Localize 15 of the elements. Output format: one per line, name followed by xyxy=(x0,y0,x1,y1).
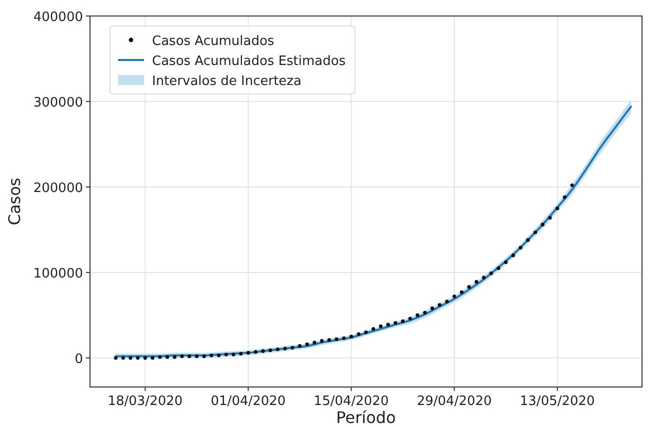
y-tick-label: 200000 xyxy=(33,180,83,196)
x-tick-label: 13/05/2020 xyxy=(520,394,595,409)
x-axis-title: Período xyxy=(336,408,396,427)
y-axis-title: Casos xyxy=(5,178,24,226)
y-tick-label: 400000 xyxy=(33,10,83,25)
legend-label: Casos Acumulados xyxy=(152,34,274,49)
x-tick-label: 15/04/2020 xyxy=(314,394,389,409)
y-tick-label: 100000 xyxy=(33,266,83,282)
legend-label: Casos Acumulados Estimados xyxy=(152,54,346,69)
x-tick-label: 01/04/2020 xyxy=(210,394,286,409)
y-tick-label: 0 xyxy=(74,352,83,367)
y-tick-label: 300000 xyxy=(33,95,83,110)
x-tick-label: 18/03/2020 xyxy=(108,394,183,409)
legend-label: Intervalos de Incerteza xyxy=(152,74,302,89)
x-tick-label: 29/04/2020 xyxy=(416,394,492,409)
